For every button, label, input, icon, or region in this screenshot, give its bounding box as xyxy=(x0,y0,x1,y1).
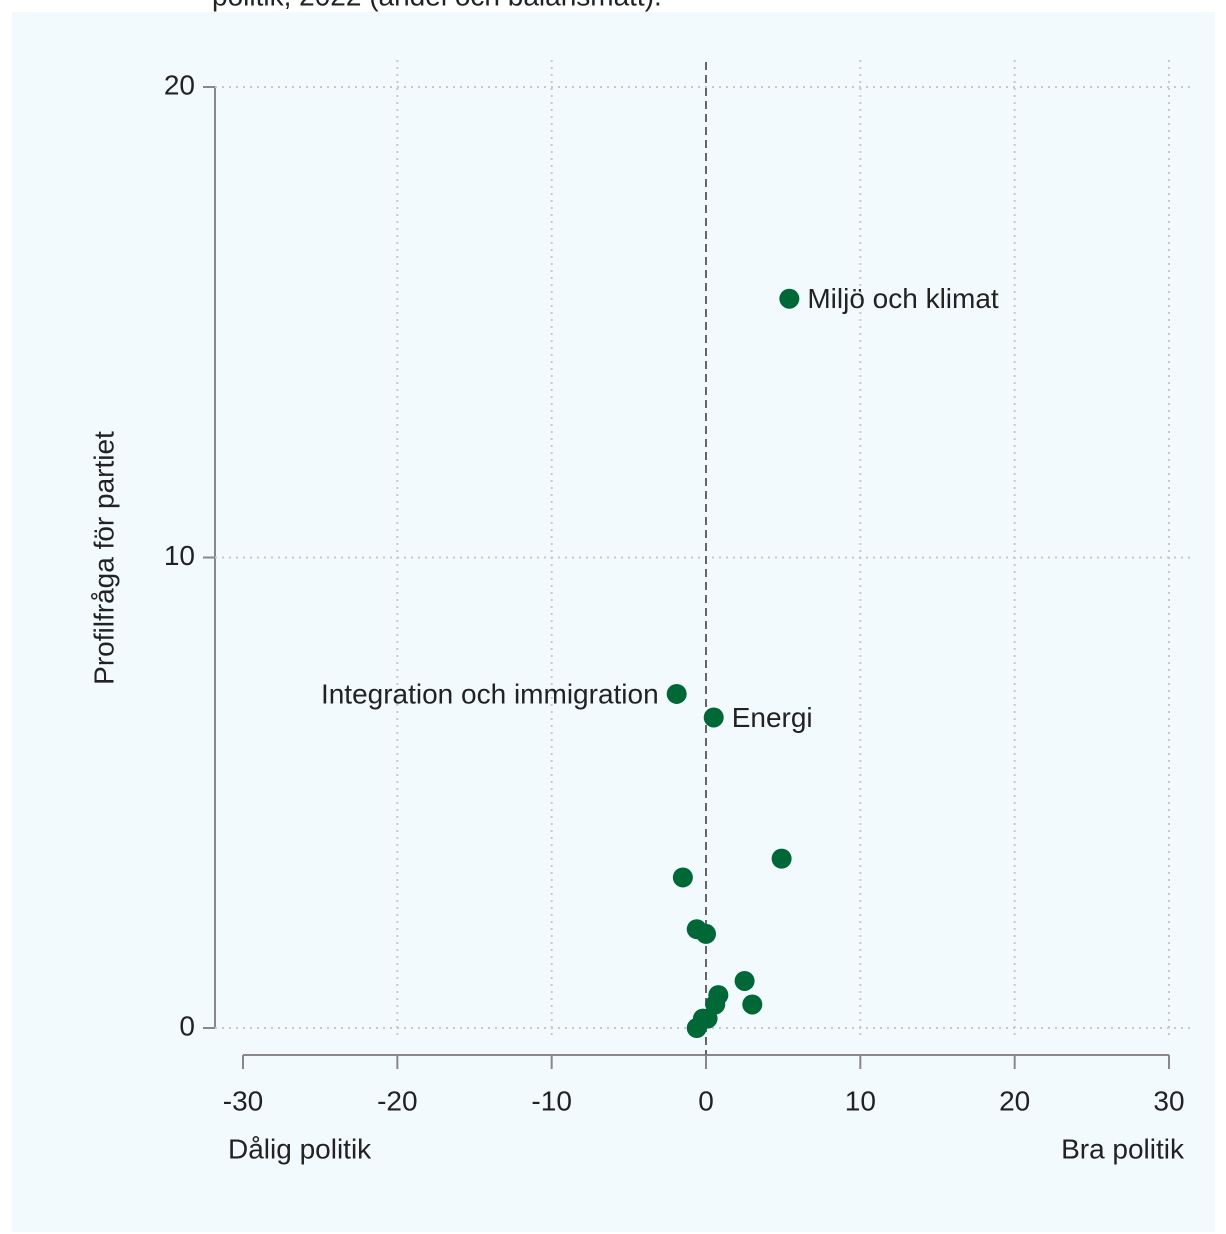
x-tick-label: -10 xyxy=(531,1085,571,1116)
point xyxy=(779,288,800,309)
point xyxy=(686,1018,707,1038)
chart-subtitle: politik, 2022 (andel och balansmått). xyxy=(212,0,662,11)
point xyxy=(666,683,687,704)
point xyxy=(672,867,693,888)
x-tick-label: -30 xyxy=(223,1085,263,1116)
y-tick-label: 20 xyxy=(164,69,195,100)
y-tick-label: 10 xyxy=(164,540,195,571)
y-tick-label: 0 xyxy=(179,1010,195,1041)
point-label: Integration och immigration xyxy=(321,678,659,709)
y-axis-label: Profilfråga för partiet xyxy=(88,431,119,685)
panel-background xyxy=(12,12,1215,1232)
x-tick-label: 30 xyxy=(1153,1085,1184,1116)
x-left-label: Dålig politik xyxy=(228,1133,372,1164)
point xyxy=(734,970,755,991)
x-tick-label: -20 xyxy=(377,1085,417,1116)
point xyxy=(703,707,724,728)
point-label: Miljö och klimat xyxy=(807,283,999,314)
point xyxy=(771,848,792,869)
point-label: Energi xyxy=(732,702,813,733)
x-tick-label: 10 xyxy=(845,1085,876,1116)
x-right-label: Bra politik xyxy=(1061,1133,1185,1164)
point xyxy=(742,994,763,1015)
point xyxy=(696,923,716,944)
x-tick-label: 20 xyxy=(999,1085,1030,1116)
x-tick-label: 0 xyxy=(698,1085,714,1116)
